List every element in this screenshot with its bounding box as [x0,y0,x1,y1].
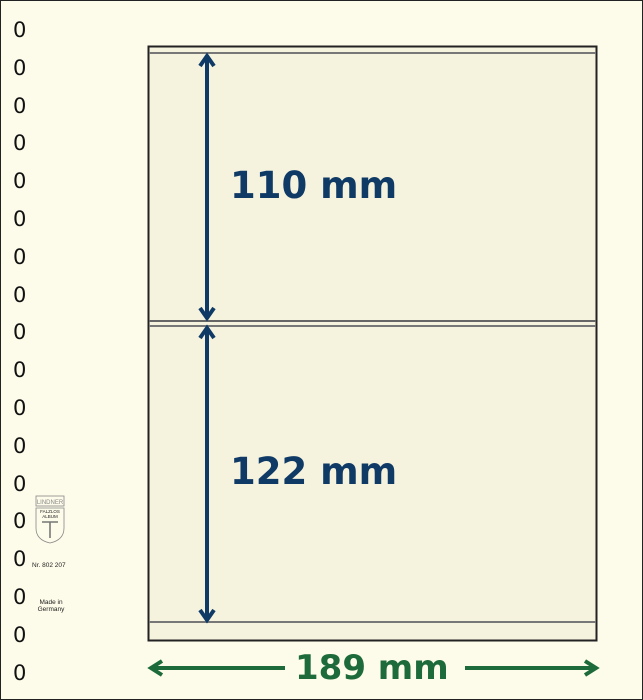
punch-hole: 0 [13,207,27,231]
punch-hole: 0 [13,433,27,458]
punch-hole: 0 [13,131,27,156]
logo-text-1: FALZLOS [40,509,60,514]
page-sheet [147,45,598,642]
punch-hole: 0 [13,660,27,685]
strip-2-height-label: 122 mm [230,450,398,493]
width-label: 189 mm [295,648,449,688]
logo-text-2: ALBUM [42,514,58,519]
punch-hole: 0 [13,396,27,420]
punch-hole: 0 [13,585,27,609]
punch-hole: 0 [13,55,27,80]
punch-hole: 0 [13,622,27,647]
height-arrow-2 [198,324,216,624]
punch-hole: 0 [13,358,27,383]
logo-brand: LINDNER [37,500,64,506]
punch-hole: 0 [13,93,27,118]
height-arrow-1 [198,52,216,322]
lindner-logo: LINDNER [35,495,65,544]
article-number: Nr. 802 207 [32,562,66,569]
origin-label: Made in Germany [37,599,65,614]
punch-hole: 0 [13,282,27,307]
punch-hole: 0 [13,244,27,269]
width-arrow [147,659,600,677]
punch-hole: 0 [13,320,27,345]
punch-hole: 0 [13,18,27,42]
punch-hole: 0 [13,509,27,534]
punch-hole: 0 [13,169,27,194]
strip-1-height-label: 110 mm [230,164,398,207]
punch-hole: 0 [13,547,27,572]
punch-hole: 0 [13,471,27,496]
